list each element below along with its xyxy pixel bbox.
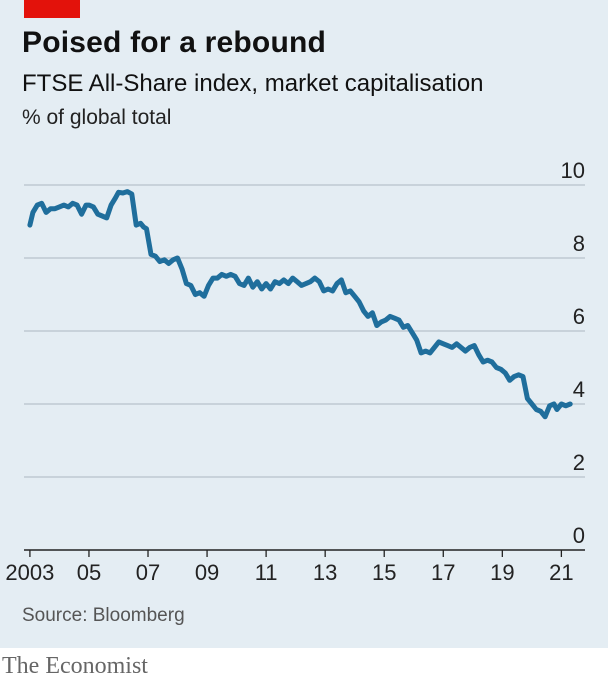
y-tick-label: 0: [573, 523, 585, 548]
series-layer: [27, 189, 573, 420]
gridlines: [24, 184, 585, 478]
chart-subtitle: FTSE All-Share index, market capitalisat…: [22, 70, 484, 97]
x-tick-label: 05: [77, 560, 101, 585]
x-tick-label: 21: [549, 560, 573, 585]
x-tick-label: 11: [255, 560, 278, 585]
y-axis-labels: 0 2 4 6 8 10: [561, 158, 585, 548]
brand-tag: [24, 0, 80, 18]
x-tick-label: 13: [313, 560, 337, 585]
chart-panel: [0, 0, 608, 648]
x-tick-label: 09: [195, 560, 219, 585]
x-tick-label: 2003: [5, 560, 54, 585]
y-tick-label: 10: [561, 158, 585, 183]
y-tick-label: 6: [573, 304, 585, 329]
x-axis: 2003 05 07 09 11 13 15 17 19 21: [5, 549, 585, 585]
x-tick-label: 19: [490, 560, 514, 585]
publisher-logo: The Economist: [2, 653, 148, 679]
y-tick-label: 4: [573, 377, 585, 402]
x-tick-label: 07: [136, 560, 160, 585]
series-line: [27, 189, 573, 420]
line-chart: 0 2 4 6 8 10 2003 05 07 09 11 13 15 17 19 21: [5, 158, 585, 585]
unit-label: % of global total: [22, 106, 172, 129]
chart-title: Poised for a rebound: [22, 26, 327, 59]
y-tick-label: 8: [573, 231, 585, 256]
source-note: Source: Bloomberg: [22, 605, 185, 626]
x-tick-label: 17: [431, 560, 455, 585]
y-tick-label: 2: [573, 450, 585, 475]
x-tick-label: 15: [372, 560, 396, 585]
